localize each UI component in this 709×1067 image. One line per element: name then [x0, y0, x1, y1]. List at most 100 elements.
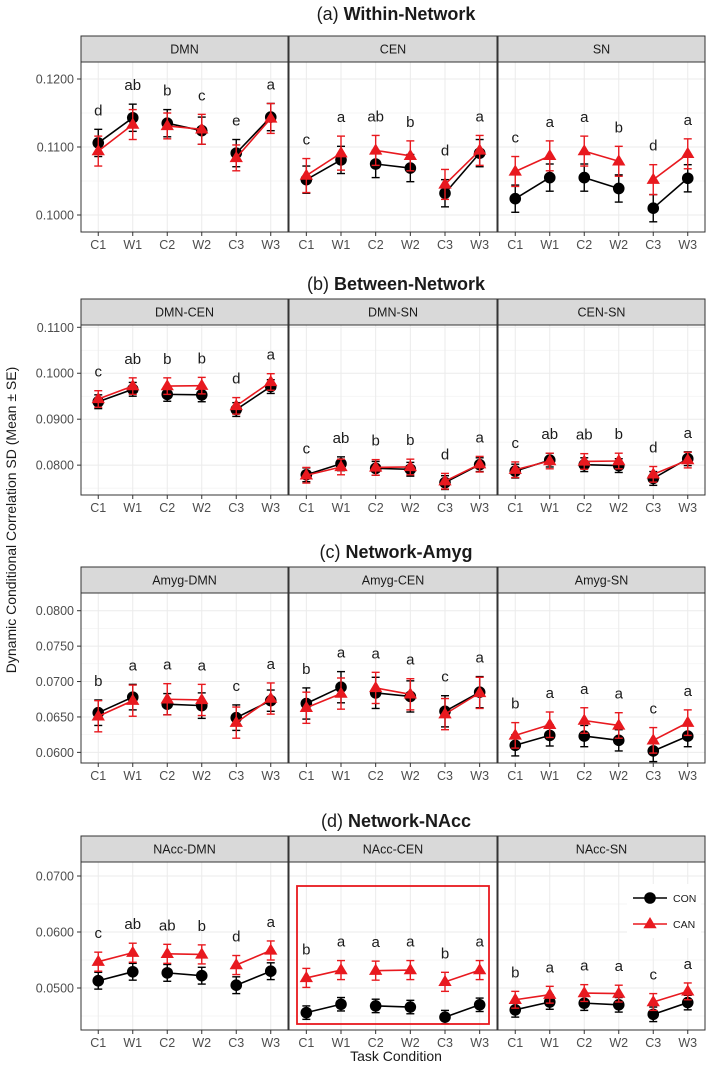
- data-point-can: [577, 713, 591, 725]
- panel-title-text: Between-Network: [334, 274, 486, 294]
- x-tick-label: W2: [192, 501, 211, 515]
- facet-strip-label: Amyg-SN: [575, 574, 628, 588]
- data-point-can: [438, 474, 452, 486]
- panel-border: [288, 861, 498, 1031]
- facet-strip-label: NAcc-DMN: [153, 843, 216, 857]
- data-point-can: [91, 144, 105, 156]
- data-point-can: [681, 146, 695, 158]
- data-point-can: [229, 958, 243, 970]
- series-line-con: [515, 1001, 550, 1011]
- x-tick-label: W3: [470, 501, 489, 515]
- facet-strip-label: NAcc-CEN: [363, 843, 423, 857]
- facet-dmn: DMN d ab b c e a C1 W1 C2 W2 C3 W3: [80, 35, 289, 252]
- x-tick-label: W3: [470, 769, 489, 783]
- data-point-can: [438, 177, 452, 189]
- significance-letter: a: [580, 681, 589, 698]
- panel-title-text: Network-NAcc: [348, 811, 471, 831]
- x-tick-label: W2: [192, 769, 211, 783]
- data-point-can: [612, 986, 626, 998]
- facet-cen: CEN c a ab b d a C1 W1 C2 W2 C3 W3: [288, 35, 498, 252]
- significance-letter: b: [406, 432, 414, 449]
- data-point-can: [369, 143, 383, 155]
- highlight-box: [296, 885, 490, 1025]
- y-tick-label: 0.1100: [37, 141, 74, 155]
- significance-letter: c: [512, 435, 520, 452]
- x-tick-label: C3: [645, 1036, 661, 1050]
- significance-letter: a: [371, 934, 380, 951]
- significance-letter: a: [163, 657, 172, 674]
- series-line-can: [653, 990, 688, 1003]
- significance-letter: a: [406, 934, 415, 951]
- significance-letter: a: [475, 650, 484, 667]
- plot-background: [289, 593, 497, 763]
- data-point-can: [612, 154, 626, 166]
- series-line-con: [375, 692, 411, 698]
- data-point-can: [299, 468, 313, 480]
- series-line-can: [515, 993, 550, 1001]
- data-point-can: [264, 691, 278, 703]
- x-tick-label: C2: [159, 769, 175, 783]
- series-line-can: [375, 149, 411, 157]
- facet-strip: [288, 835, 498, 863]
- data-point-con: [335, 998, 347, 1011]
- data-point-can: [681, 715, 695, 727]
- significance-letter: a: [475, 108, 484, 125]
- significance-letter: ab: [541, 426, 558, 443]
- significance-letter: a: [684, 112, 693, 129]
- series-line-can: [97, 385, 134, 400]
- x-tick-label: C2: [576, 501, 592, 515]
- x-tick-label: W3: [261, 238, 280, 252]
- x-tick-label: W1: [540, 238, 559, 252]
- facet-dmn-sn: DMN-SN c ab b b d a C1 W1 C2 W2 C3 W3: [288, 298, 498, 515]
- panel-title: (b) Between-Network: [307, 274, 486, 294]
- data-point-can: [126, 379, 140, 391]
- x-tick-label: C2: [368, 238, 384, 252]
- data-point-can: [543, 717, 557, 729]
- series-line-con: [652, 177, 689, 209]
- data-point-con: [195, 389, 208, 401]
- significance-letter: b: [406, 114, 414, 131]
- legend-marker-con: [644, 892, 656, 904]
- y-tick-label: 0.1000: [36, 367, 74, 381]
- data-point-can: [334, 459, 348, 472]
- significance-letter: a: [406, 652, 415, 669]
- x-tick-label: C1: [90, 238, 106, 252]
- significance-letter: d: [441, 446, 449, 463]
- significance-letter: b: [198, 918, 206, 935]
- x-tick-label: C1: [298, 1036, 314, 1050]
- panel-border: [288, 324, 498, 496]
- panel-2: (b) Between-Network 0.0800 0.0900 0.1000 0.1…: [36, 274, 706, 515]
- series-line-con: [306, 1003, 342, 1014]
- series-line-con: [235, 116, 272, 154]
- significance-letter: c: [303, 132, 311, 149]
- x-tick-label: C2: [576, 238, 592, 252]
- data-point-con: [612, 182, 625, 195]
- series-line-can: [652, 153, 689, 181]
- panel-title: (d) Network-NAcc: [321, 811, 471, 831]
- data-point-con: [578, 997, 591, 1009]
- y-tick-label: 0.0900: [36, 413, 74, 427]
- data-point-can: [334, 146, 348, 158]
- significance-letter: b: [511, 964, 519, 981]
- x-tick-label: W1: [332, 769, 351, 783]
- significance-letter: a: [546, 114, 555, 131]
- y-tick-label: 0.1200: [36, 73, 74, 87]
- significance-letter: b: [302, 941, 310, 958]
- panel-border: [80, 861, 289, 1031]
- facet-strip: [497, 835, 706, 863]
- data-point-can: [229, 150, 243, 163]
- significance-letter: b: [198, 350, 206, 367]
- series-line-con: [444, 691, 481, 712]
- series-line-can: [514, 155, 551, 173]
- plot-background: [81, 325, 288, 495]
- significance-letter: a: [684, 425, 693, 442]
- data-point-can: [299, 970, 313, 983]
- data-point-can: [91, 954, 105, 966]
- panel-border: [497, 61, 706, 233]
- significance-letter: a: [615, 686, 624, 703]
- data-point-can: [229, 715, 243, 727]
- facet-strip: [288, 566, 498, 594]
- data-point-can: [577, 454, 591, 466]
- panel-title-text: Within-Network: [344, 4, 477, 24]
- x-tick-label: C3: [437, 1036, 453, 1050]
